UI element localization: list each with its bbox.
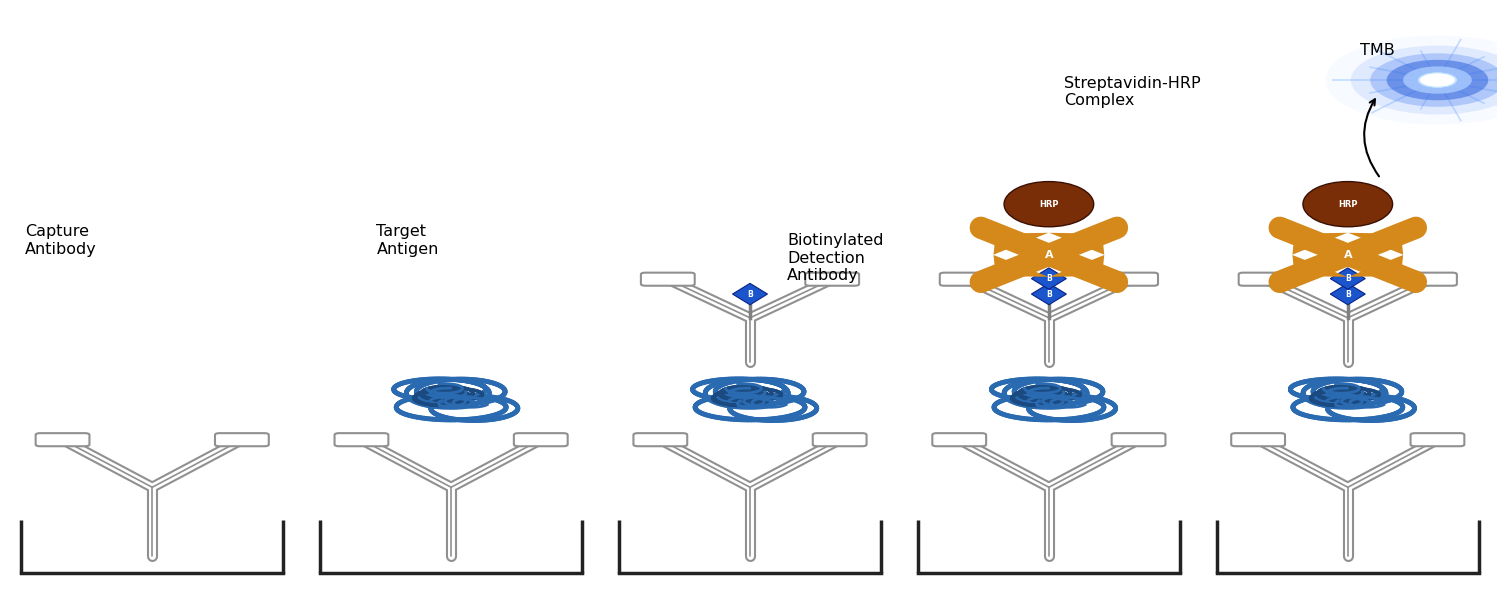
Text: Biotinylated
Detection
Antibody: Biotinylated Detection Antibody [788, 233, 883, 283]
Ellipse shape [1304, 182, 1392, 227]
Circle shape [1419, 73, 1455, 87]
FancyBboxPatch shape [514, 433, 567, 446]
Polygon shape [993, 255, 1048, 277]
Circle shape [1386, 60, 1488, 100]
Circle shape [1418, 73, 1456, 88]
FancyBboxPatch shape [933, 433, 986, 446]
FancyBboxPatch shape [640, 272, 694, 286]
FancyBboxPatch shape [633, 433, 687, 446]
Text: Target
Antigen: Target Antigen [376, 224, 440, 257]
FancyBboxPatch shape [1112, 433, 1166, 446]
Text: B: B [747, 290, 753, 299]
Text: B: B [1346, 274, 1350, 283]
FancyBboxPatch shape [1410, 433, 1464, 446]
FancyBboxPatch shape [214, 433, 268, 446]
Polygon shape [1330, 283, 1365, 305]
Text: HRP: HRP [1338, 200, 1358, 209]
Polygon shape [1050, 255, 1104, 277]
Polygon shape [1348, 255, 1402, 277]
Circle shape [1370, 53, 1500, 107]
Text: A: A [1044, 250, 1053, 260]
FancyBboxPatch shape [1402, 272, 1456, 286]
Text: HRP: HRP [1040, 200, 1059, 209]
Text: TMB: TMB [1359, 43, 1395, 58]
Polygon shape [993, 233, 1048, 254]
Polygon shape [1293, 233, 1347, 254]
Text: A: A [1344, 250, 1352, 260]
Text: Streptavidin-HRP
Complex: Streptavidin-HRP Complex [1064, 76, 1200, 108]
Polygon shape [1032, 283, 1066, 305]
FancyBboxPatch shape [334, 433, 388, 446]
Polygon shape [1330, 268, 1365, 289]
Ellipse shape [1004, 182, 1094, 227]
Circle shape [1326, 35, 1500, 125]
Polygon shape [1348, 233, 1402, 254]
Circle shape [1352, 46, 1500, 115]
Polygon shape [1293, 255, 1347, 277]
Text: B: B [1346, 290, 1350, 299]
Text: B: B [1046, 274, 1052, 283]
Text: B: B [1046, 290, 1052, 299]
FancyBboxPatch shape [1232, 433, 1286, 446]
FancyBboxPatch shape [1104, 272, 1158, 286]
FancyBboxPatch shape [806, 272, 859, 286]
Polygon shape [1032, 268, 1066, 289]
FancyBboxPatch shape [940, 272, 993, 286]
Circle shape [1402, 67, 1472, 94]
FancyBboxPatch shape [36, 433, 90, 446]
Polygon shape [1050, 233, 1104, 254]
FancyBboxPatch shape [1239, 272, 1293, 286]
Polygon shape [732, 283, 768, 305]
Text: Capture
Antibody: Capture Antibody [26, 224, 98, 257]
FancyBboxPatch shape [813, 433, 867, 446]
